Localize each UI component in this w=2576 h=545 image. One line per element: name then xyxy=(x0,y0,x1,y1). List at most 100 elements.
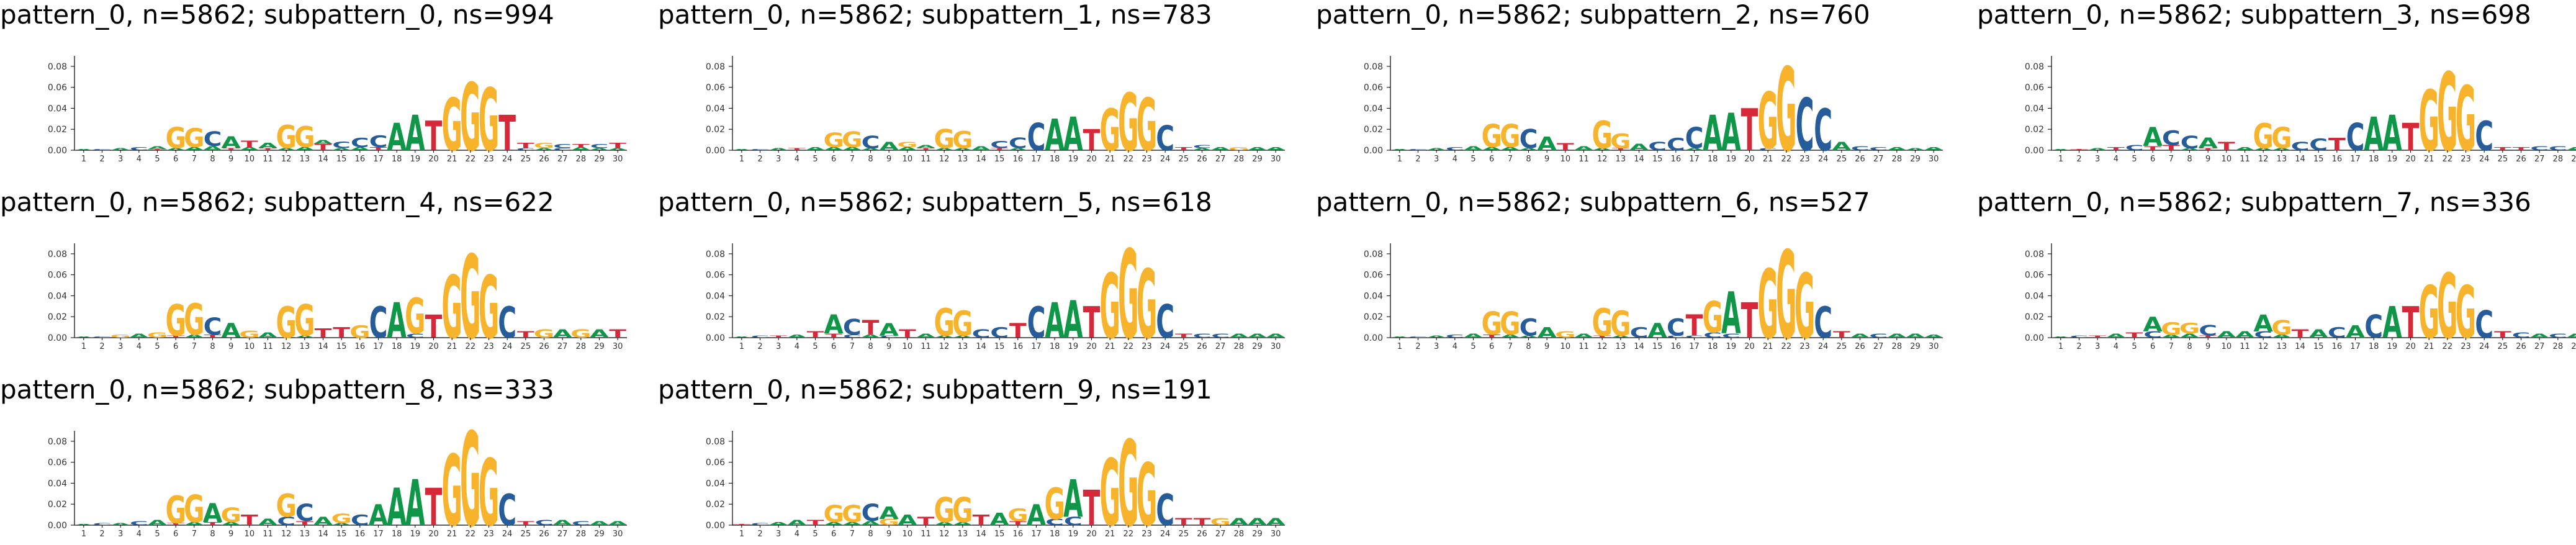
x-tick-label: 3 xyxy=(2095,342,2100,351)
x-tick-label: 9 xyxy=(2205,155,2210,164)
logo-letter-C: C xyxy=(1869,333,1888,340)
logo-letter-G: G xyxy=(897,140,917,149)
x-tick-label: 21 xyxy=(1763,155,1773,164)
logo-letter-A: A xyxy=(2235,330,2255,340)
x-tick-label: 20 xyxy=(2405,342,2416,351)
y-tick-label: 0.00 xyxy=(2025,333,2044,343)
x-tick-label: 8 xyxy=(868,155,873,164)
x-tick-label: 16 xyxy=(1013,342,1024,351)
x-tick-label: 20 xyxy=(2405,155,2416,164)
x-tick-label: 10 xyxy=(903,342,913,351)
x-tick-label: 12 xyxy=(1597,342,1608,351)
logo-letter-A: A xyxy=(1063,109,1083,162)
logo-letter-G: G xyxy=(165,122,186,155)
x-tick-label: 24 xyxy=(502,342,513,351)
x-tick-label: 22 xyxy=(2443,155,2453,164)
x-tick-label: 14 xyxy=(1634,342,1644,351)
x-tick-label: 24 xyxy=(1160,342,1171,351)
x-tick-label: 25 xyxy=(1179,155,1189,164)
logo-panel-7: pattern_0, n=5862; subpattern_7, ns=336 0… xyxy=(1977,187,2576,359)
x-tick-label: 3 xyxy=(118,155,123,164)
logo-letter-T: T xyxy=(1175,146,1192,151)
y-tick-label: 0.08 xyxy=(706,437,725,447)
x-tick-label: 5 xyxy=(813,155,817,164)
x-tick-label: 14 xyxy=(976,529,986,539)
logo-letter-C: C xyxy=(2512,331,2531,340)
logo-letter-A: A xyxy=(1592,148,1612,151)
x-tick-label: 2 xyxy=(757,529,762,539)
x-tick-label: 23 xyxy=(484,529,494,539)
x-tick-label: 21 xyxy=(2424,342,2434,351)
logo-panel-1: pattern_0, n=5862; subpattern_1, ns=783 0… xyxy=(658,0,1291,169)
logo-letter-T: T xyxy=(1593,335,1611,338)
logo-letter-A: A xyxy=(590,148,610,151)
logo-letter-T: T xyxy=(825,333,842,340)
x-tick-label: 9 xyxy=(228,155,233,164)
x-tick-label: 3 xyxy=(1434,155,1439,164)
x-tick-label: 22 xyxy=(1781,155,1792,164)
logo-letter-A: A xyxy=(861,148,881,151)
x-tick-label: 11 xyxy=(263,155,273,164)
logo-letter-A: A xyxy=(1906,333,1925,340)
x-tick-label: 21 xyxy=(447,342,457,351)
logo-letter-T: T xyxy=(204,334,222,339)
x-tick-label: 5 xyxy=(155,342,160,351)
y-tick-label: 0.06 xyxy=(1364,83,1383,93)
logo-letter-A: A xyxy=(2567,333,2576,340)
x-tick-label: 4 xyxy=(137,342,142,351)
logo-letter-G: G xyxy=(220,503,241,527)
logo-letter-T: T xyxy=(296,520,313,527)
y-tick-label: 0.06 xyxy=(48,458,67,468)
logo-letter-A: A xyxy=(2567,146,2576,151)
x-tick-label: 30 xyxy=(1271,529,1281,539)
x-tick-label: 12 xyxy=(281,155,292,164)
logo-letter-A: A xyxy=(2161,334,2181,339)
x-tick-label: 17 xyxy=(1031,342,1042,351)
y-tick-label: 0.08 xyxy=(706,62,725,72)
logo-letter-G: G xyxy=(1099,255,1120,359)
logo-letter-A: A xyxy=(608,520,628,527)
x-tick-label: 1 xyxy=(1397,342,1402,351)
x-tick-label: 9 xyxy=(1544,342,1549,351)
x-tick-label: 15 xyxy=(336,529,347,539)
logo-letter-C: C xyxy=(2125,144,2144,153)
x-tick-label: 29 xyxy=(594,342,605,351)
logo-letter-C: C xyxy=(1667,335,1685,338)
x-tick-label: 24 xyxy=(1818,155,1829,164)
panel-title: pattern_0, n=5862; subpattern_8, ns=333 xyxy=(0,374,554,405)
logo-letter-G: G xyxy=(952,127,973,154)
x-tick-label: 19 xyxy=(2387,342,2398,351)
logo-letter-A: A xyxy=(1192,148,1212,151)
logo-letter-A: A xyxy=(1266,516,1286,528)
x-tick-label: 2 xyxy=(757,155,762,164)
logo-letter-A: A xyxy=(387,292,407,349)
logo-letter-A: A xyxy=(1045,292,1065,349)
logo-letter-T: T xyxy=(1009,520,1027,527)
logo-letter-C: C xyxy=(1648,140,1667,153)
logo-letter-T: T xyxy=(572,143,590,148)
logo-letter-G: G xyxy=(1776,227,1796,367)
logo-letter-G: G xyxy=(1481,305,1502,342)
y-tick-label: 0.06 xyxy=(706,83,725,93)
x-tick-label: 26 xyxy=(1197,155,1207,164)
x-tick-label: 13 xyxy=(300,155,310,164)
x-tick-label: 14 xyxy=(2295,155,2305,164)
y-tick-label: 0.08 xyxy=(48,437,67,447)
logo-letter-A: A xyxy=(74,149,94,151)
y-tick-label: 0.00 xyxy=(1364,146,1383,156)
x-tick-label: 17 xyxy=(1031,529,1042,539)
logo-letter-C: C xyxy=(535,519,554,528)
x-tick-label: 10 xyxy=(2222,342,2232,351)
x-tick-label: 27 xyxy=(557,529,568,539)
y-tick-label: 0.02 xyxy=(1364,312,1383,322)
logo-letter-C: C xyxy=(1685,122,1704,155)
x-tick-label: 20 xyxy=(1086,529,1097,539)
logo-letter-C: C xyxy=(590,143,609,150)
x-tick-label: 20 xyxy=(428,529,439,539)
x-tick-label: 4 xyxy=(795,342,799,351)
x-tick-label: 30 xyxy=(613,529,623,539)
x-tick-label: 11 xyxy=(1578,342,1589,351)
logo-letter-T: T xyxy=(609,142,627,150)
x-tick-label: 24 xyxy=(1160,529,1171,539)
logo-panel-0: pattern_0, n=5862; subpattern_0, ns=994 0… xyxy=(0,0,633,172)
